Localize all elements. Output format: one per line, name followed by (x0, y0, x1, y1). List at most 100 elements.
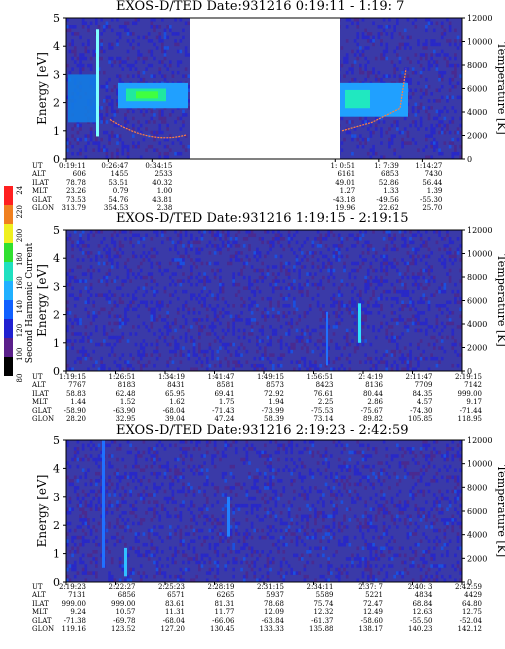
y-tick-label: 5 (53, 12, 60, 25)
colorbar-tick-label: 180 (16, 253, 24, 266)
y-tick-label: 1 (53, 337, 60, 350)
colorbar-segment (4, 186, 13, 205)
orbit-value: 1.44 (70, 398, 86, 407)
orbit-value: 135.88 (309, 625, 334, 633)
y2-axis-label: Temperature [K] (495, 42, 505, 134)
orbit-value: 133.33 (259, 625, 285, 633)
y-axis-right: 0 2000 4000 6000 8000 10000 12000 Temperature [… (462, 14, 505, 164)
orbit-value: 2.38 (156, 204, 173, 212)
temperature-curve (109, 119, 187, 139)
colorbar: 240 220 200 180 160 140 120 100 80 (4, 186, 24, 382)
orbit-value: -75.67 (360, 406, 383, 415)
orbit-value: 8573 (266, 381, 284, 390)
orbit-value: 1.39 (426, 187, 443, 196)
orbit-value: 40.32 (152, 178, 173, 187)
orbit-value: -68.04 (162, 406, 185, 415)
y-tick-label: 4 (53, 252, 60, 265)
orbit-value: 47.24 (214, 415, 235, 423)
orbit-value: 2:25:23 (158, 583, 185, 591)
colorbar-segment (4, 281, 13, 300)
y2-tick-label: 6000 (467, 507, 487, 516)
orbit-row-label: ALT (32, 170, 46, 179)
orbit-value: 65.95 (164, 389, 185, 398)
orbit-value: 12.09 (263, 608, 284, 617)
orbit-value: -75.53 (311, 406, 334, 415)
orbit-value: 49.01 (335, 178, 356, 187)
colorbar-segment (4, 338, 13, 357)
orbit-value: -52.04 (459, 616, 482, 625)
orbit-row-label: ILAT (32, 599, 49, 608)
orbit-value: 1:49:15 (257, 373, 284, 381)
orbit-value: 7142 (464, 381, 482, 390)
y2-tick-label: 10000 (467, 250, 492, 259)
colorbar-tick-label: 100 (16, 348, 24, 361)
orbit-row-label: GLAT (32, 195, 52, 204)
orbit-value: -61.37 (311, 616, 334, 625)
y-tick-label: 3 (53, 68, 60, 81)
orbit-value: 4.57 (416, 398, 433, 407)
orbit-value: 12.32 (313, 608, 334, 617)
y-axis-label: Energy [eV] (35, 52, 49, 125)
colorbar-segment (4, 243, 13, 262)
orbit-value: 105.85 (408, 415, 433, 423)
orbit-value: -69.78 (113, 616, 136, 625)
orbit-value: 2:22:27 (108, 583, 136, 591)
orbit-value: -71.43 (212, 406, 235, 415)
y2-tick-label: 8000 (467, 273, 487, 282)
orbit-row-label: MLT (32, 608, 48, 617)
orbit-row-label: ILAT (32, 178, 49, 187)
y-tick-label: 3 (53, 280, 60, 293)
colorbar-tick-label: 200 (16, 229, 24, 242)
orbit-value: 2:37: 7 (358, 583, 383, 591)
y-axis-label: Energy [eV] (35, 264, 49, 337)
plot-area (65, 439, 463, 583)
orbit-value: 69.41 (214, 389, 235, 398)
orbit-value: 1455 (110, 170, 129, 179)
y-axis-right: 0 2000 4000 6000 8000 10000 12000 Temperature [… (462, 436, 505, 587)
orbit-value: 0:34:15 (145, 162, 173, 170)
colorbar-tick-label: 220 (16, 205, 24, 218)
orbit-value: 76.61 (313, 389, 334, 398)
y2-tick-label: 12000 (467, 14, 492, 23)
orbit-value: 2:42:59 (455, 583, 482, 591)
panel-2: 0 1 2 3 4 5 Energy [eV] 0 2000 4000 6000 8000 10000 1… (35, 224, 505, 378)
panel-2-title: EXOS-D/TED Date:931216 1:19:15 - 2:19:15 (116, 211, 409, 226)
y2-tick-label: 10000 (467, 38, 492, 47)
orbit-value: 89.82 (362, 415, 383, 423)
orbit-value: 123.52 (111, 625, 136, 633)
temperature-curve-2 (341, 68, 407, 132)
y-tick-label: 2 (53, 519, 60, 532)
orbit-value: 354.53 (103, 204, 129, 212)
orbit-value: 138.17 (358, 625, 384, 633)
y2-tick-label: 12000 (467, 226, 492, 235)
orbit-row-label: ALT (32, 591, 46, 600)
y2-axis-label: Temperature [K] (495, 254, 505, 346)
orbit-value: 1.33 (383, 187, 399, 196)
orbit-value: 0:19:11 (59, 162, 86, 170)
orbit-value: 1: 0:51 (330, 162, 356, 170)
y2-tick-label: 6000 (467, 85, 487, 94)
orbit-value: 2533 (154, 170, 173, 179)
orbit-value: 127.20 (160, 625, 186, 633)
orbit-row-label: ILAT (32, 389, 49, 398)
orbit-value: 1:41:47 (207, 373, 235, 381)
orbit-value: 78.68 (263, 599, 284, 608)
y-tick-label: 2 (53, 309, 60, 322)
orbit-value: 11.31 (164, 608, 185, 617)
y-axis-right: 0 2000 4000 6000 8000 10000 12000 Temperature [… (462, 226, 505, 376)
y-tick-label: 1 (53, 548, 60, 561)
y-axis-left: 0 1 2 3 4 5 Energy [eV] (35, 12, 66, 166)
orbit-value: -74.30 (410, 406, 433, 415)
orbit-value: 52.86 (378, 178, 399, 187)
y2-tick-label: 0 (467, 155, 472, 164)
orbit-value: 4834 (414, 591, 433, 600)
orbit-value: 1:14:27 (415, 162, 443, 170)
orbit-value: 7709 (414, 381, 433, 390)
orbit-value: 80.44 (362, 389, 383, 398)
orbit-value: 8183 (117, 381, 136, 390)
orbit-value: 119.16 (61, 625, 87, 633)
orbit-value: -68.04 (162, 616, 185, 625)
orbit-value: 1.27 (339, 187, 356, 196)
orbit-value: 2.25 (317, 398, 334, 407)
y2-tick-label: 4000 (467, 108, 487, 117)
